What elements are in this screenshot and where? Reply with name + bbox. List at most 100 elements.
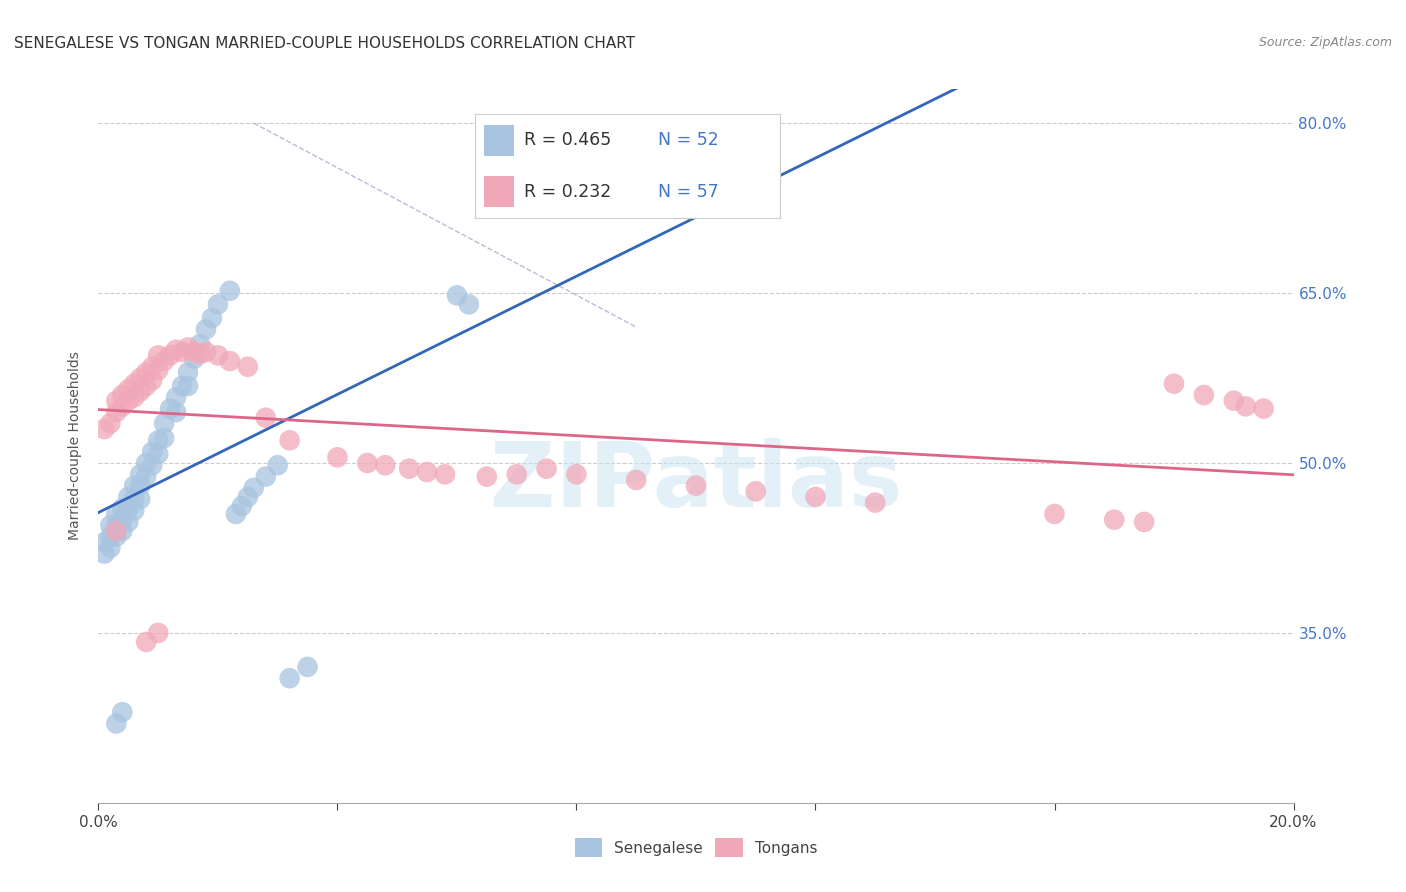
Point bbox=[129, 478, 152, 492]
Point bbox=[177, 365, 200, 379]
Point bbox=[129, 371, 152, 385]
Point bbox=[1253, 401, 1275, 416]
Point bbox=[278, 671, 301, 685]
Point bbox=[865, 495, 887, 509]
Point bbox=[254, 469, 277, 483]
Point bbox=[172, 379, 194, 393]
Point bbox=[278, 434, 301, 448]
Point bbox=[188, 337, 211, 351]
Y-axis label: Married-couple Households: Married-couple Households bbox=[69, 351, 83, 541]
Point bbox=[254, 410, 277, 425]
Point bbox=[177, 379, 200, 393]
Point bbox=[626, 473, 648, 487]
Point bbox=[356, 456, 378, 470]
Point bbox=[236, 359, 259, 374]
Point bbox=[506, 467, 529, 482]
Point bbox=[135, 635, 157, 649]
Point bbox=[124, 390, 146, 404]
Point bbox=[398, 461, 420, 475]
Point bbox=[124, 376, 146, 391]
Point bbox=[207, 297, 229, 311]
Point bbox=[1234, 400, 1257, 414]
Point bbox=[195, 345, 218, 359]
Point bbox=[93, 547, 115, 561]
Point bbox=[124, 478, 146, 492]
Point bbox=[297, 660, 319, 674]
Point bbox=[1223, 393, 1246, 408]
Point bbox=[98, 518, 122, 533]
Point bbox=[98, 541, 122, 555]
Point bbox=[446, 288, 468, 302]
Point bbox=[159, 348, 181, 362]
Point bbox=[219, 354, 242, 368]
Point bbox=[458, 297, 481, 311]
Point bbox=[159, 401, 181, 416]
Point bbox=[183, 351, 205, 366]
Point bbox=[565, 467, 588, 482]
Point bbox=[326, 450, 349, 465]
Point bbox=[124, 503, 146, 517]
Point bbox=[117, 490, 139, 504]
Point bbox=[148, 626, 170, 640]
Point bbox=[165, 390, 187, 404]
Point bbox=[153, 354, 176, 368]
Point bbox=[105, 518, 128, 533]
Point bbox=[141, 444, 163, 458]
Point bbox=[153, 417, 176, 431]
Point bbox=[135, 365, 157, 379]
Point bbox=[434, 467, 457, 482]
Point bbox=[129, 384, 152, 399]
Point bbox=[1104, 513, 1126, 527]
Point bbox=[124, 492, 146, 507]
Point bbox=[117, 501, 139, 516]
Point bbox=[207, 348, 229, 362]
Point bbox=[141, 373, 163, 387]
Point bbox=[1192, 388, 1215, 402]
Point bbox=[148, 447, 170, 461]
Point bbox=[1133, 515, 1156, 529]
Point bbox=[165, 405, 187, 419]
Text: SENEGALESE VS TONGAN MARRIED-COUPLE HOUSEHOLDS CORRELATION CHART: SENEGALESE VS TONGAN MARRIED-COUPLE HOUS… bbox=[14, 36, 636, 51]
Point bbox=[195, 322, 218, 336]
Point bbox=[243, 481, 266, 495]
Point bbox=[141, 458, 163, 473]
Point bbox=[148, 348, 170, 362]
Point bbox=[111, 513, 134, 527]
Point bbox=[219, 284, 242, 298]
Point bbox=[117, 393, 139, 408]
Point bbox=[93, 422, 115, 436]
Point bbox=[111, 524, 134, 538]
Point bbox=[374, 458, 396, 473]
Point bbox=[135, 456, 157, 470]
Point bbox=[1043, 507, 1066, 521]
Point bbox=[105, 524, 128, 538]
Point bbox=[105, 393, 128, 408]
Point bbox=[111, 705, 134, 719]
Point bbox=[111, 388, 134, 402]
Point bbox=[148, 363, 170, 377]
Point bbox=[183, 345, 205, 359]
Point bbox=[201, 311, 224, 326]
Point bbox=[416, 465, 439, 479]
Point bbox=[111, 501, 134, 516]
Point bbox=[105, 716, 128, 731]
Point bbox=[111, 400, 134, 414]
Point bbox=[225, 507, 247, 521]
Point bbox=[177, 341, 200, 355]
Text: ZIPatlas: ZIPatlas bbox=[489, 438, 903, 525]
Point bbox=[135, 379, 157, 393]
Point bbox=[188, 347, 211, 361]
Point bbox=[804, 490, 827, 504]
Point bbox=[1163, 376, 1185, 391]
Point bbox=[117, 383, 139, 397]
Point bbox=[129, 492, 152, 507]
Text: Source: ZipAtlas.com: Source: ZipAtlas.com bbox=[1258, 36, 1392, 49]
Point bbox=[105, 507, 128, 521]
Point bbox=[98, 417, 122, 431]
Point bbox=[685, 478, 707, 492]
Point bbox=[135, 469, 157, 483]
Point bbox=[129, 467, 152, 482]
Point bbox=[105, 405, 128, 419]
Point bbox=[745, 484, 768, 499]
Point bbox=[267, 458, 290, 473]
